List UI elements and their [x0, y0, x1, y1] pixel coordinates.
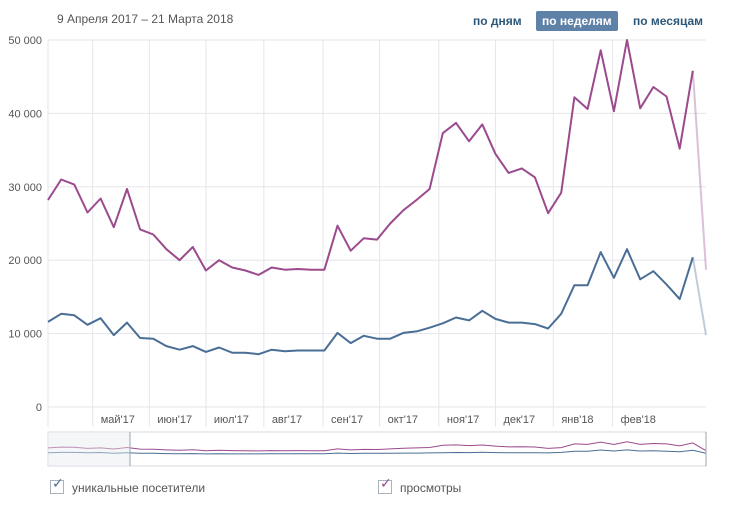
x-tick-label: июл'17 [214, 414, 249, 426]
unique-visitors-checkbox[interactable]: ✓ [50, 476, 64, 494]
x-tick-label: май'17 [101, 414, 135, 426]
legend-unique-visitors[interactable]: ✓ уникальные посетители [50, 476, 206, 496]
x-tick-label: дек'17 [503, 414, 535, 426]
y-tick-label: 10 000 [8, 329, 42, 341]
views-checkbox[interactable]: ✓ [378, 476, 392, 494]
navigator-series-line [47, 449, 707, 455]
x-tick-label: авг'17 [272, 414, 302, 426]
x-tick-label: янв'18 [561, 414, 593, 426]
legend-views[interactable]: ✓ просмотры [378, 476, 462, 496]
y-tick-label: 20 000 [8, 255, 42, 267]
checkmark-icon: ✓ [52, 475, 64, 491]
partial-week-segment [691, 70, 707, 270]
line-chart: 0 10 000 20 000 30 000 40 000 50 000 май'17 июн… [8, 35, 707, 467]
period-button-days[interactable]: по дням [473, 14, 522, 28]
y-tick-label: 0 [36, 402, 42, 414]
x-tick-label: ноя'17 [447, 414, 479, 426]
x-tick-label: сен'17 [331, 414, 363, 426]
y-tick-label: 40 000 [8, 108, 42, 120]
checkmark-icon: ✓ [380, 475, 392, 491]
y-tick-label: 30 000 [8, 182, 42, 194]
period-button-weeks[interactable]: по неделям [536, 11, 618, 31]
x-tick-label: июн'17 [157, 414, 192, 426]
unique-visitors-series-line [47, 248, 694, 356]
navigator-series-line [47, 441, 707, 452]
x-tick-label: фев'18 [621, 414, 656, 426]
navigator-mask [48, 432, 130, 466]
date-range-label: 9 Апреля 2017 – 21 Марта 2018 [57, 12, 234, 26]
y-tick-label: 50 000 [8, 35, 42, 47]
legend-unique-label: уникальные посетители [72, 481, 206, 495]
period-button-months[interactable]: по месяцам [633, 14, 704, 28]
legend-views-label: просмотры [400, 481, 462, 495]
partial-week-segment [691, 257, 707, 336]
views-series-line [47, 39, 694, 276]
x-tick-label: окт'17 [388, 414, 418, 426]
